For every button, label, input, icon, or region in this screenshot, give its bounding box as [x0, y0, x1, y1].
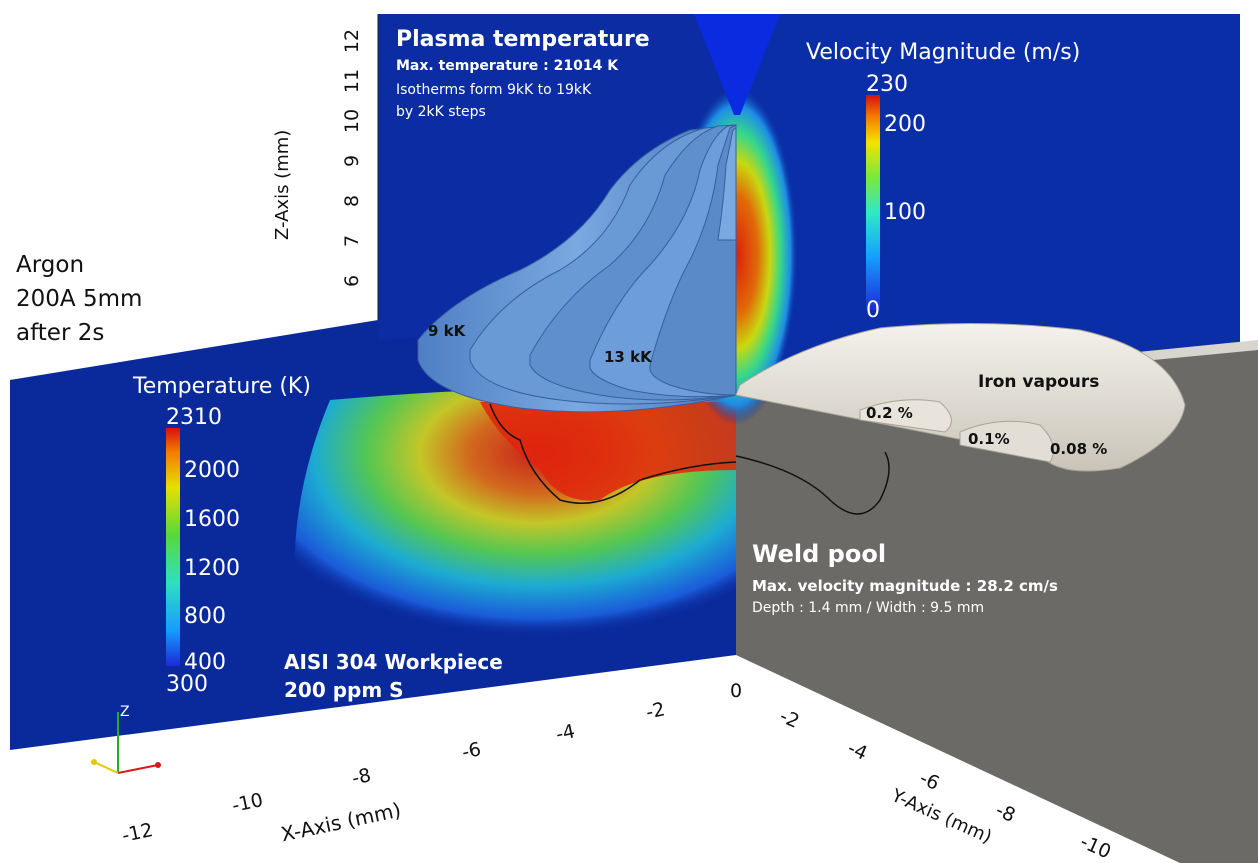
velocity-colorbar-title: Velocity Magnitude (m/s)	[806, 40, 1081, 65]
isotherm-shell-17kk	[649, 124, 737, 396]
temperature-tick-300: 300	[166, 672, 208, 697]
x-tick-0: 0	[730, 680, 743, 702]
case-current-length-label: 200A 5mm	[16, 286, 143, 312]
velocity-colorbar	[866, 95, 880, 310]
vapour-level-0.2: 0.2 %	[866, 404, 913, 422]
triad-y-line	[93, 761, 119, 774]
z-tick-12: 12	[341, 28, 364, 54]
velocity-tick-100: 100	[884, 200, 926, 225]
z-tick-6: 6	[341, 274, 364, 288]
velocity-tick-230: 230	[866, 72, 908, 97]
temperature-tick-2000: 2000	[184, 458, 240, 483]
back-wall-yz-plane	[736, 14, 1240, 420]
vapour-level-0.08: 0.08 %	[1050, 440, 1108, 458]
orientation-triad	[91, 712, 161, 774]
z-axis-label: Z-Axis (mm)	[272, 129, 293, 240]
plasma-title: Plasma temperature	[396, 27, 650, 52]
temperature-tick-400: 400	[184, 650, 226, 675]
temperature-tick-800: 800	[184, 604, 226, 629]
weld-pool-title: Weld pool	[752, 540, 887, 568]
temperature-colorbar	[166, 428, 180, 666]
iron-vapour-shells	[735, 322, 1186, 472]
triad-x-label: X	[160, 752, 170, 768]
z-tick-9: 9	[341, 154, 364, 168]
velocity-tick-200: 200	[884, 112, 926, 137]
z-tick-11: 11	[341, 68, 364, 94]
velocity-tick-0: 0	[866, 298, 880, 323]
triad-z-label: Z	[120, 704, 130, 720]
temperature-colorbar-title: Temperature (K)	[133, 374, 311, 399]
temperature-tick-2310: 2310	[166, 405, 222, 430]
z-tick-10: 10	[341, 108, 364, 134]
weld-pool-hot-zone	[480, 402, 736, 501]
triad-y-label: Y	[86, 746, 95, 762]
weld-pool-boundary-right	[735, 451, 890, 515]
z-tick-7: 7	[341, 234, 364, 248]
weld-pool-dimensions: Depth : 1.4 mm / Width : 9.5 mm	[752, 600, 985, 616]
isotherm-label-13kk: 13 kK	[604, 348, 652, 366]
workpiece-material: AISI 304 Workpiece	[284, 650, 503, 674]
z-tick-8: 8	[341, 194, 364, 208]
workpiece-grey-block	[736, 350, 1258, 863]
vapour-level-0.1: 0.1%	[968, 430, 1010, 448]
temperature-tick-1600: 1600	[184, 507, 240, 532]
isotherm-shells	[417, 124, 737, 413]
triad-x-line	[117, 764, 159, 774]
weld-pool-boundary-left	[489, 403, 737, 504]
case-time-label: after 2s	[16, 320, 105, 346]
workpiece-sulfur: 200 ppm S	[284, 678, 404, 702]
plasma-isotherm-note-2: by 2kK steps	[396, 104, 486, 120]
vapour-shell-0.08	[959, 420, 1054, 463]
isotherm-shell-19kk	[717, 127, 737, 241]
isotherm-label-9kk: 9 kK	[428, 322, 466, 340]
triad-x-dot	[155, 762, 161, 768]
plasma-isotherm-note-1: Isotherms form 9kK to 19kK	[396, 82, 592, 98]
vapour-shell-0.1	[859, 399, 952, 433]
electrode-tip	[694, 14, 780, 115]
triad-y-dot	[91, 759, 97, 765]
vapour-title: Iron vapours	[978, 372, 1100, 392]
temperature-tick-1200: 1200	[184, 556, 240, 581]
case-gas-label: Argon	[16, 252, 85, 278]
weld-pool-max-velocity: Max. velocity magnitude : 28.2 cm/s	[752, 577, 1058, 595]
vapour-shell-0.2	[735, 322, 1186, 472]
plasma-max-temperature: Max. temperature : 21014 K	[396, 58, 619, 74]
